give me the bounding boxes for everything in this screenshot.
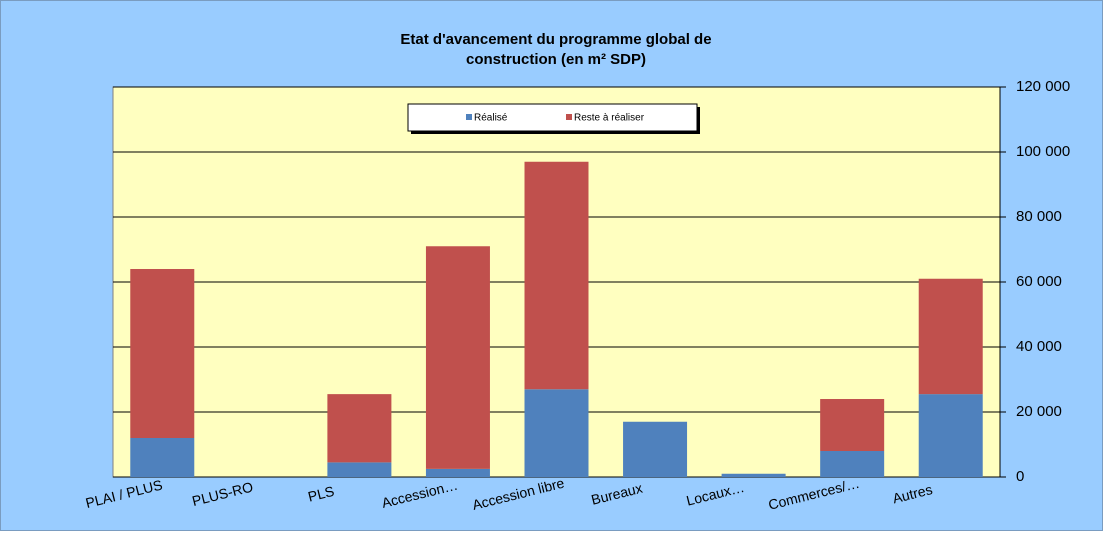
bar-segment bbox=[524, 161, 589, 390]
bar-segment bbox=[524, 389, 589, 477]
bar-segment bbox=[425, 468, 490, 477]
bar-segment bbox=[130, 269, 195, 438]
chart-title: construction (en m² SDP) bbox=[466, 51, 646, 68]
legend-label: Réalisé bbox=[474, 113, 508, 124]
legend-label: Reste à réaliser bbox=[574, 113, 645, 124]
y-tick-label: 0 bbox=[1016, 468, 1024, 485]
y-tick-label: 100 000 bbox=[1016, 143, 1070, 160]
bar-segment bbox=[130, 438, 195, 477]
y-tick-label: 40 000 bbox=[1016, 338, 1062, 355]
x-tick-label: PLS bbox=[306, 483, 336, 505]
bar-segment bbox=[721, 473, 786, 477]
bar-segment bbox=[820, 451, 885, 477]
legend-swatch bbox=[466, 114, 472, 120]
bar-segment bbox=[820, 399, 885, 451]
y-tick-label: 20 000 bbox=[1016, 403, 1062, 420]
legend bbox=[407, 103, 698, 132]
bar-segment bbox=[918, 278, 983, 395]
bar-segment bbox=[425, 246, 490, 469]
chart-title: Etat d'avancement du programme global de bbox=[400, 31, 711, 48]
bar-segment bbox=[327, 462, 392, 477]
y-tick-label: 80 000 bbox=[1016, 208, 1062, 225]
bar-segment bbox=[623, 421, 688, 477]
bar-segment bbox=[918, 394, 983, 477]
y-tick-label: 60 000 bbox=[1016, 273, 1062, 290]
y-tick-label: 120 000 bbox=[1016, 78, 1070, 95]
legend-swatch bbox=[566, 114, 572, 120]
bar-segment bbox=[327, 394, 392, 463]
